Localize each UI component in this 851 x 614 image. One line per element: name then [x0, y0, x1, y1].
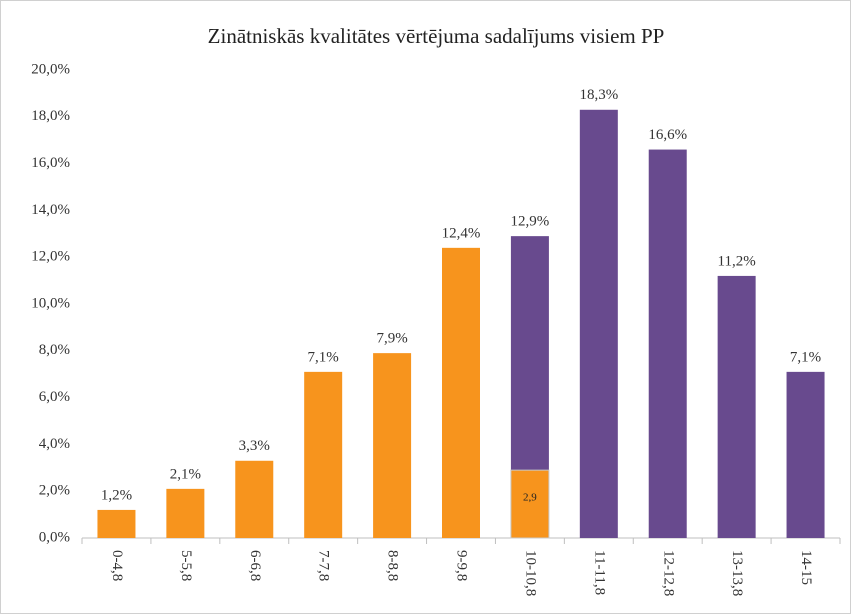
bar: [717, 275, 756, 538]
bar: [442, 247, 480, 538]
data-label: 11,2%: [718, 253, 756, 269]
bar: [166, 488, 205, 538]
y-tick-label: 16,0%: [31, 155, 70, 171]
x-tick-label: 9-9,8: [454, 550, 470, 581]
data-label: 7,9%: [376, 331, 407, 347]
x-tick-label: 5-5,8: [178, 550, 194, 581]
data-label: 12,9%: [511, 214, 550, 230]
y-tick-label: 4,0%: [39, 436, 70, 452]
x-tick-label: 10-10,8: [522, 550, 538, 596]
x-tick-label: 14-15: [798, 550, 814, 585]
overlay-bar: [510, 469, 550, 539]
data-label: 18,3%: [579, 87, 618, 103]
data-label: 7,1%: [790, 349, 821, 365]
data-label: 7,1%: [308, 349, 339, 365]
bar: [304, 371, 343, 538]
overlay-label: 2,9: [523, 492, 537, 504]
y-tick-label: 0,0%: [39, 529, 70, 545]
x-tick-label: 11-11,8: [591, 550, 607, 595]
y-tick-label: 20,0%: [31, 61, 70, 77]
y-tick-label: 14,0%: [31, 202, 70, 218]
y-tick-label: 12,0%: [31, 249, 70, 265]
x-tick-label: 0-4,8: [109, 550, 125, 581]
y-tick-label: 8,0%: [39, 342, 70, 358]
bar: [579, 109, 618, 538]
bar: [235, 460, 274, 538]
bar: [97, 509, 136, 538]
chart-title: Zinātniskās kvalitātes vērtējuma sadalīj…: [208, 24, 665, 48]
y-tick-label: 18,0%: [31, 108, 70, 124]
x-tick-label: 7-7,8: [316, 550, 332, 581]
bar: [648, 149, 687, 538]
x-tick-label: 6-6,8: [247, 550, 263, 581]
x-tick-label: 13-13,8: [729, 550, 745, 596]
y-tick-label: 6,0%: [39, 389, 70, 405]
data-label: 12,4%: [442, 225, 481, 241]
x-tick-label: 12-12,8: [660, 550, 676, 596]
bar: [373, 353, 412, 538]
data-label: 1,2%: [101, 487, 132, 503]
data-label: 16,6%: [648, 127, 687, 143]
bar: [786, 371, 825, 538]
x-tick-label: 8-8,8: [385, 550, 401, 581]
y-tick-label: 10,0%: [31, 295, 70, 311]
data-label: 2,1%: [170, 466, 201, 482]
y-tick-label: 2,0%: [39, 483, 70, 499]
data-label: 3,3%: [239, 438, 270, 454]
